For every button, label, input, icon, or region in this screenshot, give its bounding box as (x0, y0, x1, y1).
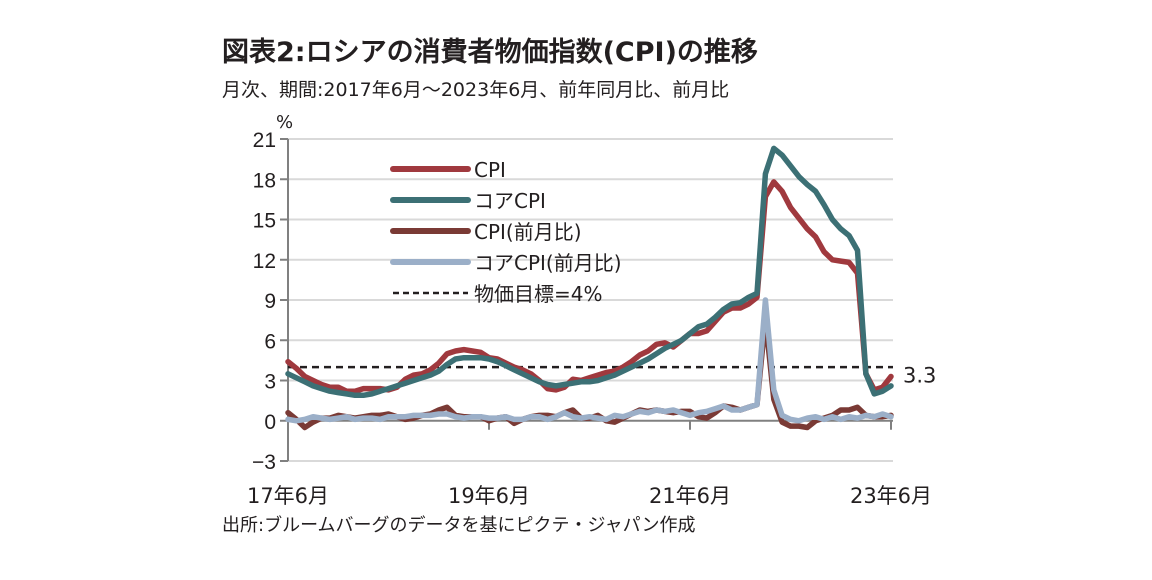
end-value-annotation: 3.3 (903, 363, 936, 387)
legend-item: コアCPI (390, 189, 546, 213)
y-tick-label: 0 (264, 411, 276, 434)
x-tick-label: 19年6月 (448, 484, 530, 508)
legend: CPI コアCPI CPI(前月比) コアCPI(前月比) 物価目標=4% (390, 158, 622, 306)
legend-item: CPI(前月比) (390, 220, 582, 244)
y-tick-label: 18 (253, 169, 276, 192)
series-line-cpi-mom (285, 316, 894, 431)
legend-label: CPI (474, 158, 506, 182)
chart-subtitle: 月次、期間:2017年6月〜2023年6月、前年同月比、前月比 (222, 79, 730, 101)
y-tick-label: 6 (264, 330, 276, 353)
legend-label: コアCPI(前月比) (474, 251, 622, 275)
labels: 21 18 15 12 9 6 3 0 −3% 17年6月 19年6月 21年6月 23年6月 3.3 (247, 112, 936, 508)
y-tick-label: 15 (253, 210, 276, 233)
legend-item: 物価目標=4% (393, 282, 603, 306)
series-line-core-cpi (285, 145, 894, 399)
legend-label: 物価目標=4% (474, 282, 603, 306)
x-tick-label: 17年6月 (247, 484, 329, 508)
legend-item: CPI (390, 158, 506, 182)
legend-item: コアCPI(前月比) (390, 251, 622, 275)
series-layer (285, 145, 894, 431)
y-tick-label: 9 (264, 290, 276, 313)
y-tick-label: −3 (252, 451, 276, 474)
y-tick-label: 21 (253, 129, 276, 152)
x-tick-label: 21年6月 (649, 484, 731, 508)
y-unit-label: % (276, 112, 293, 133)
y-tick-label: 3 (264, 371, 276, 394)
x-tick-label: 23年6月 (850, 484, 932, 508)
legend-label: コアCPI (474, 189, 546, 213)
source-note: 出所:ブルームバーグのデータを基にピクテ・ジャパン作成 (222, 515, 696, 536)
legend-label: CPI(前月比) (474, 220, 582, 244)
series-line-core-cpi-mom (285, 297, 894, 424)
y-tick-label: 12 (253, 250, 276, 273)
chart-title: 図表2:ロシアの消費者物価指数(CPI)の推移 (222, 37, 758, 68)
